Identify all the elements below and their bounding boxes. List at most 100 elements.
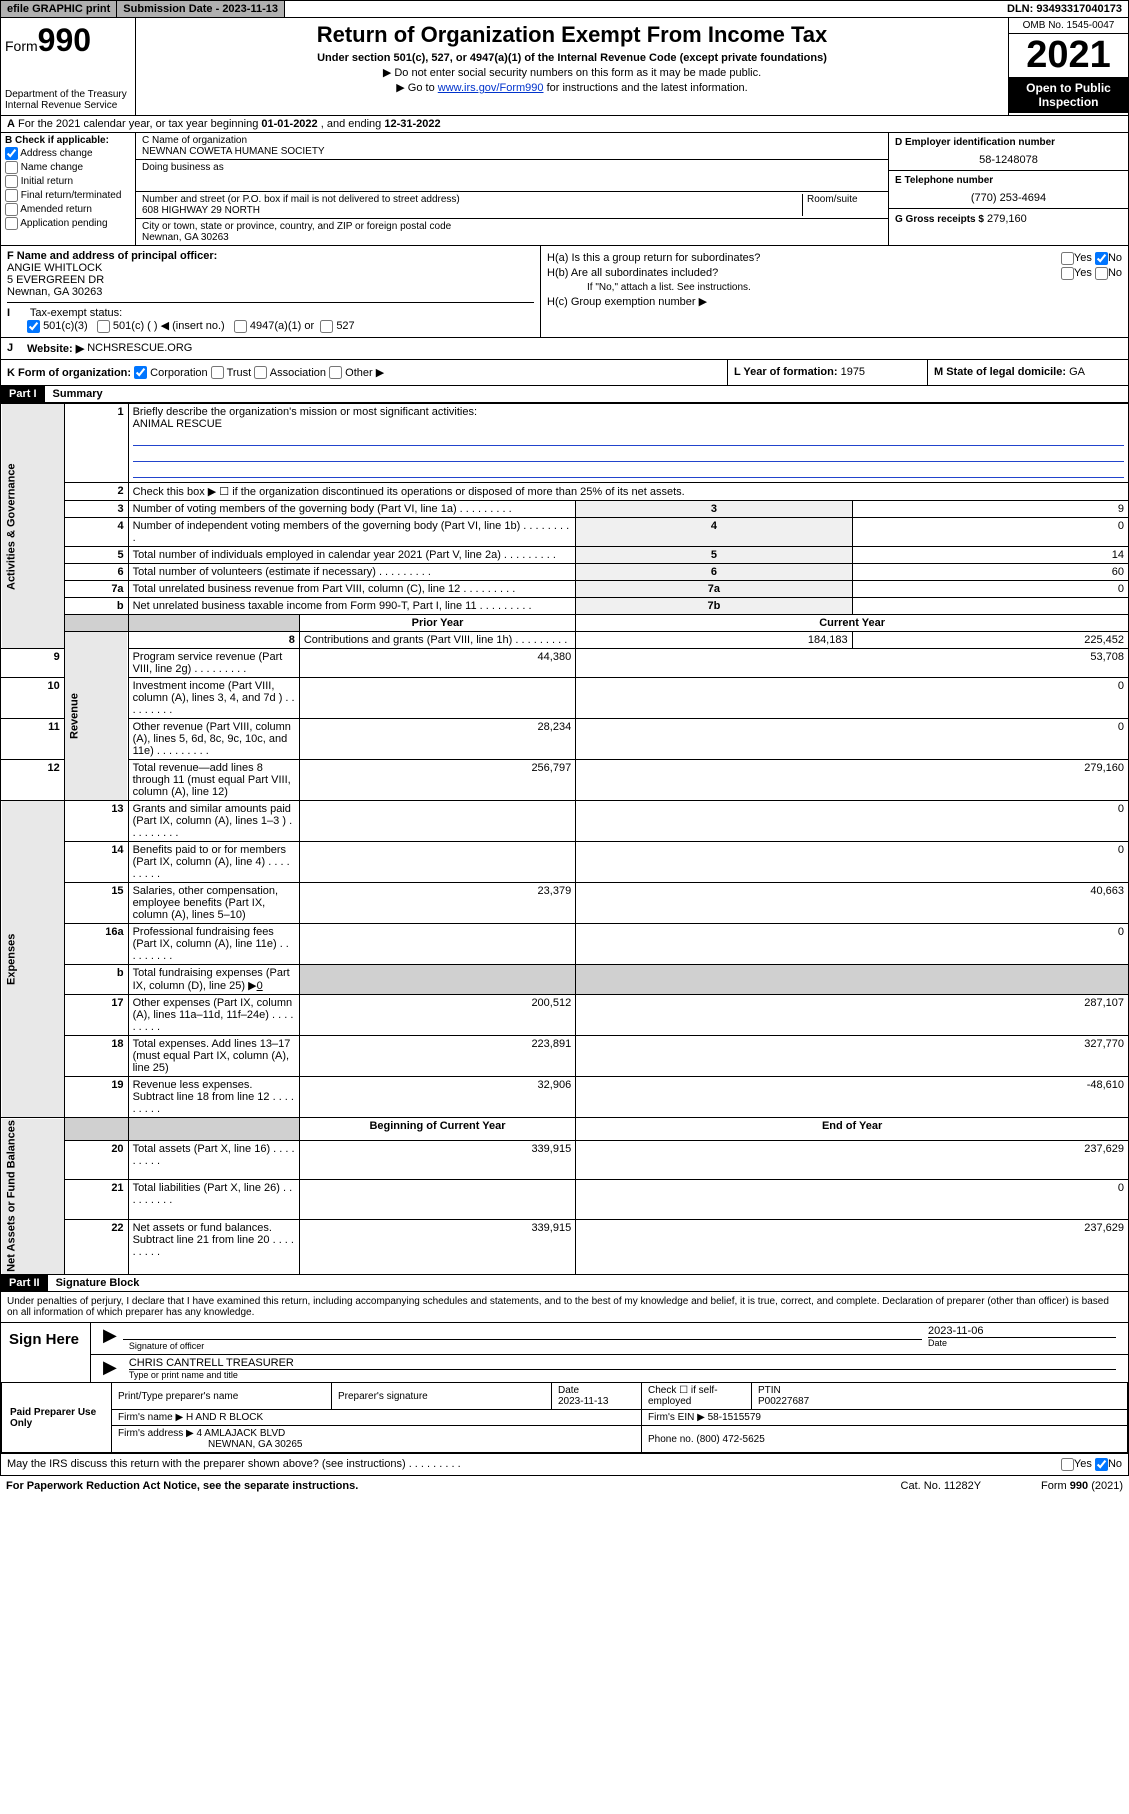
firm-addr2-value: NEWNAN, GA 30265 [208,1439,302,1450]
gov-line-7b: bNet unrelated business taxable income f… [1,598,1129,615]
col-c-org-info: C Name of organization NEWNAN COWETA HUM… [136,133,888,245]
checkbox-name-change[interactable]: Name change [5,161,131,174]
hb-no[interactable]: No [1095,267,1122,279]
hb-label: H(b) Are all subordinates included? [547,267,1061,280]
may-irs-no[interactable]: No [1095,1458,1122,1470]
footer-right: Form 990 (2021) [1041,1480,1123,1492]
form-title: Return of Organization Exempt From Incom… [146,22,998,48]
sign-here-label: Sign Here [1,1323,91,1382]
q1-label: Briefly describe the organization's miss… [133,406,477,418]
paid-preparer-label: Paid Preparer Use Only [2,1383,112,1453]
ein-value: 58-1248078 [895,154,1122,166]
city-label: City or town, state or province, country… [142,221,882,232]
footer-left: For Paperwork Reduction Act Notice, see … [6,1480,358,1492]
ha-no[interactable]: No [1095,252,1122,264]
checkbox-address-change[interactable]: Address change [5,147,131,160]
l-label: L Year of formation: [734,366,838,378]
org-name-label: C Name of organization [142,135,882,146]
prep-self-employed[interactable]: Check ☐ if self-employed [642,1383,752,1410]
firm-addr1-value: 4 AMLAJACK BLVD [197,1428,286,1439]
officer-name: ANGIE WHITLOCK [7,262,534,274]
part2-header: Part II Signature Block [0,1275,1129,1292]
part2-title: Signature Block [48,1275,148,1291]
arrow-icon: ▶ [97,1357,123,1380]
form-number: Form990 [5,22,131,59]
k-corp[interactable]: Corporation [134,367,208,379]
ein-label: D Employer identification number [895,137,1122,148]
officer-typed-name: CHRIS CANTRELL TREASURER [129,1357,1116,1369]
l-value: 1975 [841,366,865,378]
preparer-table: Paid Preparer Use Only Print/Type prepar… [1,1382,1128,1453]
checkbox-527[interactable]: 527 [320,320,354,332]
sig-date-label: Date [928,1337,1116,1348]
checkbox-initial-return[interactable]: Initial return [5,175,131,188]
prep-date-label: Date [558,1385,579,1396]
checkbox-amended-return[interactable]: Amended return [5,203,131,216]
city-value: Newnan, GA 30263 [142,232,882,243]
gross-label: G Gross receipts $ [895,214,984,225]
firm-name-value: H AND R BLOCK [186,1412,263,1423]
footer-mid: Cat. No. 11282Y [901,1480,982,1492]
checkbox-final-return[interactable]: Final return/terminated [5,189,131,202]
q1-answer: ANIMAL RESCUE [133,418,222,430]
summary-table: Activities & Governance 1 Briefly descri… [0,403,1129,1275]
irs-link[interactable]: www.irs.gov/Form990 [438,82,544,94]
omb-number: OMB No. 1545-0047 [1009,18,1128,34]
part1-badge: Part I [1,386,45,402]
tax-exempt-label: Tax-exempt status: [30,307,122,319]
k-assoc[interactable]: Association [254,367,326,379]
k-other[interactable]: Other ▶ [329,367,384,379]
org-name-value: NEWNAN COWETA HUMANE SOCIETY [142,146,882,157]
ptin-value: P00227687 [758,1396,809,1407]
part1-header: Part I Summary [0,386,1129,403]
website-value: NCHSRESCUE.ORG [87,342,192,355]
topbar: efile GRAPHIC print Submission Date - 20… [0,0,1129,18]
ptin-label: PTIN [758,1385,781,1396]
form-header: Form990 Department of the Treasury Inter… [0,18,1129,116]
may-irs-label: May the IRS discuss this return with the… [7,1458,461,1471]
gov-line-7a: 7aTotal unrelated business revenue from … [1,581,1129,598]
officer-addr1: 5 EVERGREEN DR [7,274,534,286]
k-label: K Form of organization: [7,367,131,379]
checkbox-501c3[interactable]: 501(c)(3) [27,320,88,332]
tax-year: 2021 [1009,34,1128,77]
col-b-header: B Check if applicable: [5,135,109,146]
prep-date-value: 2023-11-13 [558,1396,608,1407]
side-label-gov: Activities & Governance [1,404,65,649]
year-header-row: Prior YearCurrent Year [1,615,1129,632]
gov-line-6: 6Total number of volunteers (estimate if… [1,564,1129,581]
hc-label: H(c) Group exemption number ▶ [547,295,1122,308]
firm-ein-label: Firm's EIN ▶ [648,1412,705,1423]
m-value: GA [1069,366,1085,378]
may-irs-yes[interactable]: Yes [1061,1458,1092,1470]
form-note-ssn: ▶ Do not enter social security numbers o… [146,66,998,79]
efile-print-button[interactable]: efile GRAPHIC print [1,1,117,17]
website-label: Website: ▶ [27,342,84,355]
hb-yes[interactable]: Yes [1061,267,1092,279]
section-f-h: F Name and address of principal officer:… [0,246,1129,338]
q2-label: Check this box ▶ ☐ if the organization d… [128,483,1128,501]
part1-title: Summary [45,386,111,402]
col-b-checkboxes: B Check if applicable: Address change Na… [1,133,136,245]
arrow-icon: ▶ [97,1325,123,1352]
sig-intro: Under penalties of perjury, I declare th… [1,1292,1128,1322]
dba-label: Doing business as [142,162,882,173]
row-j-website: J Website: ▶ NCHSRESCUE.ORG [0,338,1129,360]
checkbox-application-pending[interactable]: Application pending [5,217,131,230]
firm-ein-value: 58-1515579 [708,1412,761,1423]
dept-label: Department of the Treasury Internal Reve… [5,89,131,111]
checkbox-501c[interactable]: 501(c) ( ) ◀ (insert no.) [97,320,225,332]
room-suite-label: Room/suite [802,194,882,216]
gross-value: 279,160 [987,213,1027,225]
side-label-rev: Revenue [64,632,128,801]
ha-yes[interactable]: Yes [1061,252,1092,264]
k-trust[interactable]: Trust [211,367,252,379]
may-irs-row: May the IRS discuss this return with the… [0,1454,1129,1476]
prep-sig-label: Preparer's signature [332,1383,552,1410]
addr-value: 608 HIGHWAY 29 NORTH [142,205,802,216]
submission-date-button[interactable]: Submission Date - 2023-11-13 [117,1,285,17]
phone-label: Phone no. [648,1434,694,1445]
checkbox-4947[interactable]: 4947(a)(1) or [234,320,314,332]
tel-value: (770) 253-4694 [895,192,1122,204]
hb-note: If "No," attach a list. See instructions… [587,282,1122,293]
